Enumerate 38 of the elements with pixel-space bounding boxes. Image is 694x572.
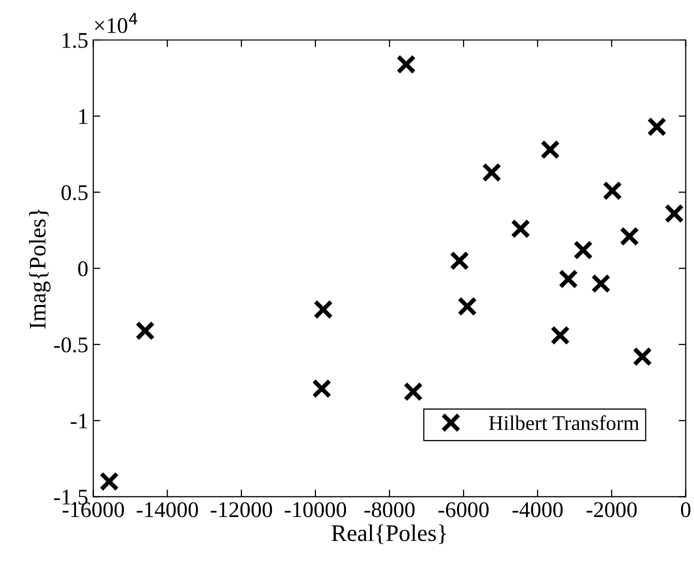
point: [403, 382, 423, 402]
point: [312, 378, 332, 398]
point: [99, 472, 119, 492]
point: [482, 162, 502, 182]
point: [573, 240, 593, 260]
x-tick-label: -2000: [586, 502, 637, 518]
point: [558, 269, 578, 289]
y-tick-label: -0.5: [54, 337, 88, 352]
x-tick-label: -6000: [438, 502, 489, 518]
x-tick-label: -14000: [136, 502, 198, 518]
x-axis-title: Real{Poles}: [332, 524, 446, 544]
point: [510, 219, 530, 238]
x-tick-label: -8000: [364, 502, 415, 518]
legend-label: Hilbert Transform: [488, 415, 640, 430]
point: [632, 346, 652, 366]
point: [135, 321, 155, 340]
point: [550, 326, 570, 346]
x-tick-label: -12000: [210, 502, 272, 518]
point: [591, 274, 611, 294]
point: [664, 204, 684, 224]
y-tick-label: 0.5: [62, 185, 88, 200]
x-tick-label: -10000: [284, 502, 346, 518]
point: [458, 296, 477, 316]
y-axis-title: Imag{Poles}: [29, 209, 50, 329]
point: [314, 300, 333, 320]
point: [450, 251, 470, 270]
y-tick-label: 0: [78, 261, 88, 276]
point: [620, 226, 640, 246]
x-tick-label: 0: [680, 502, 690, 518]
y-tick-label: -1: [70, 414, 88, 428]
point: [396, 54, 416, 74]
x-tick-label: -4000: [512, 502, 563, 518]
point: [647, 117, 667, 136]
point: [602, 180, 622, 200]
y-tick-label: 1: [79, 109, 88, 124]
point: [540, 140, 560, 160]
y-tick-label: 1.5: [62, 33, 88, 48]
text: ×10$^{4}$: [95, 12, 138, 34]
